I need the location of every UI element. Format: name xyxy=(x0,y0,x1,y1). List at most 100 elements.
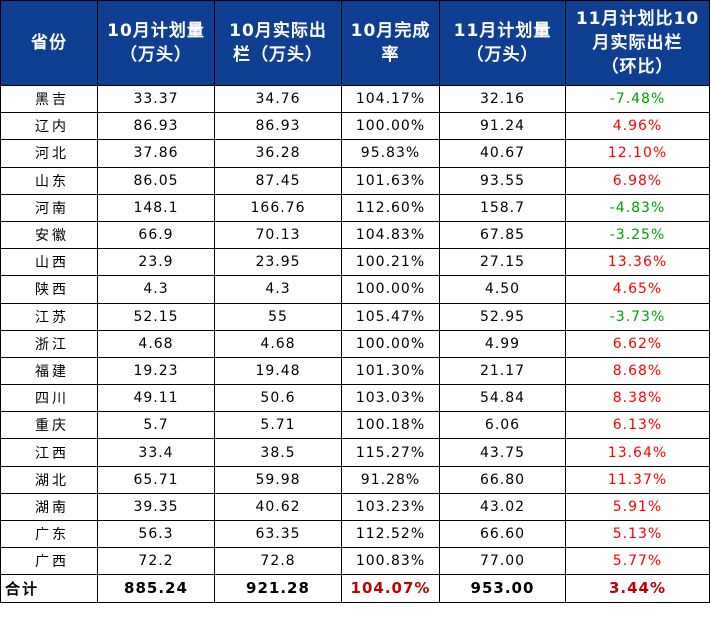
cell-oct-rate: 91.28% xyxy=(341,465,440,494)
cell-nov-plan: 52.95 xyxy=(439,302,566,331)
total-nov-plan: 953.00 xyxy=(439,574,566,603)
cell-nov-plan: 27.15 xyxy=(439,248,566,277)
cell-province: 广西 xyxy=(0,547,98,576)
cell-nov-plan: 43.02 xyxy=(439,492,566,522)
cell-oct-actual: 72.8 xyxy=(214,547,342,576)
header-oct-plan: 10月计划量 （万头） xyxy=(97,0,215,86)
cell-province: 江西 xyxy=(0,438,98,467)
table-row: 四川 49.11 50.6 103.03% 54.84 8.38% xyxy=(0,384,710,413)
cell-oct-plan: 23.9 xyxy=(97,248,215,277)
total-row: 合计 885.24 921.28 104.07% 953.00 3.44% xyxy=(0,574,710,603)
total-oct-plan: 885.24 xyxy=(97,574,215,603)
cell-oct-rate: 100.21% xyxy=(341,248,440,277)
cell-oct-actual: 70.13 xyxy=(214,220,342,250)
cell-oct-actual: 19.48 xyxy=(214,356,342,386)
table-row: 陕西 4.3 4.3 100.00% 4.50 4.65% xyxy=(0,275,710,304)
cell-oct-plan: 72.2 xyxy=(97,547,215,576)
cell-mom-change: 13.36% xyxy=(565,248,710,277)
cell-oct-actual: 5.71 xyxy=(214,411,342,440)
cell-province: 湖南 xyxy=(0,492,98,522)
cell-oct-actual: 59.98 xyxy=(214,465,342,494)
cell-mom-change: 13.64% xyxy=(565,438,710,467)
table-row: 浙江 4.68 4.68 100.00% 4.99 6.62% xyxy=(0,329,710,358)
total-oct-actual: 921.28 xyxy=(214,574,342,603)
cell-oct-rate: 104.17% xyxy=(341,84,440,114)
cell-oct-plan: 39.35 xyxy=(97,492,215,522)
cell-oct-actual: 34.76 xyxy=(214,84,342,114)
header-row: 省份 10月计划量 （万头） 10月实际出 栏（万头） 10月完成 率 11月计… xyxy=(0,0,710,86)
cell-oct-rate: 100.00% xyxy=(341,112,440,141)
header-nov-plan: 11月计划量 （万头） xyxy=(439,0,566,86)
cell-oct-plan: 4.3 xyxy=(97,275,215,304)
cell-nov-plan: 91.24 xyxy=(439,112,566,141)
pig-slaughter-plan-table: 省份 10月计划量 （万头） 10月实际出 栏（万头） 10月完成 率 11月计… xyxy=(0,0,710,603)
cell-oct-rate: 104.83% xyxy=(341,220,440,250)
cell-nov-plan: 4.50 xyxy=(439,275,566,304)
cell-oct-rate: 100.18% xyxy=(341,411,440,440)
cell-oct-rate: 101.30% xyxy=(341,356,440,386)
cell-nov-plan: 43.75 xyxy=(439,438,566,467)
table-row: 湖南 39.35 40.62 103.23% 43.02 5.91% xyxy=(0,492,710,522)
cell-nov-plan: 67.85 xyxy=(439,220,566,250)
header-oct-actual: 10月实际出 栏（万头） xyxy=(214,0,342,86)
header-province: 省份 xyxy=(0,0,98,86)
cell-oct-plan: 19.23 xyxy=(97,356,215,386)
cell-province: 山东 xyxy=(0,166,98,195)
cell-oct-rate: 105.47% xyxy=(341,302,440,331)
cell-nov-plan: 4.99 xyxy=(439,329,566,358)
cell-oct-actual: 86.93 xyxy=(214,112,342,141)
cell-oct-rate: 101.63% xyxy=(341,166,440,195)
cell-oct-rate: 95.83% xyxy=(341,139,440,168)
cell-mom-change: 6.62% xyxy=(565,329,710,358)
total-mom-change: 3.44% xyxy=(565,574,710,603)
cell-mom-change: 12.10% xyxy=(565,139,710,168)
cell-nov-plan: 66.60 xyxy=(439,519,566,549)
cell-oct-plan: 5.7 xyxy=(97,411,215,440)
cell-nov-plan: 32.16 xyxy=(439,84,566,114)
cell-province: 四川 xyxy=(0,384,98,413)
table-row: 山西 23.9 23.95 100.21% 27.15 13.36% xyxy=(0,248,710,277)
cell-province: 广东 xyxy=(0,519,98,549)
cell-province: 福建 xyxy=(0,356,98,386)
table-row: 广西 72.2 72.8 100.83% 77.00 5.77% xyxy=(0,547,710,576)
cell-oct-rate: 103.03% xyxy=(341,384,440,413)
table-row: 河北 37.86 36.28 95.83% 40.67 12.10% xyxy=(0,139,710,168)
cell-province: 山西 xyxy=(0,248,98,277)
cell-nov-plan: 54.84 xyxy=(439,384,566,413)
cell-nov-plan: 21.17 xyxy=(439,356,566,386)
cell-oct-plan: 49.11 xyxy=(97,384,215,413)
header-mom-change: 11月计划比10 月实际出栏 （环比） xyxy=(565,0,710,86)
total-oct-rate: 104.07% xyxy=(341,574,440,603)
cell-mom-change: 5.13% xyxy=(565,519,710,549)
cell-nov-plan: 93.55 xyxy=(439,166,566,195)
table-row: 山东 86.05 87.45 101.63% 93.55 6.98% xyxy=(0,166,710,195)
cell-oct-plan: 4.68 xyxy=(97,329,215,358)
cell-oct-actual: 63.35 xyxy=(214,519,342,549)
cell-nov-plan: 6.06 xyxy=(439,411,566,440)
cell-oct-plan: 52.15 xyxy=(97,302,215,331)
cell-oct-rate: 100.00% xyxy=(341,275,440,304)
cell-oct-plan: 148.1 xyxy=(97,193,215,222)
cell-province: 湖北 xyxy=(0,465,98,494)
cell-oct-actual: 23.95 xyxy=(214,248,342,277)
cell-province: 黑吉 xyxy=(0,84,98,114)
cell-oct-actual: 38.5 xyxy=(214,438,342,467)
cell-oct-actual: 4.68 xyxy=(214,329,342,358)
cell-mom-change: -7.48% xyxy=(565,84,710,114)
cell-oct-plan: 33.4 xyxy=(97,438,215,467)
cell-nov-plan: 77.00 xyxy=(439,547,566,576)
cell-mom-change: 4.96% xyxy=(565,112,710,141)
table-row: 黑吉 33.37 34.76 104.17% 32.16 -7.48% xyxy=(0,84,710,114)
cell-oct-actual: 36.28 xyxy=(214,139,342,168)
cell-oct-rate: 100.00% xyxy=(341,329,440,358)
cell-oct-rate: 112.60% xyxy=(341,193,440,222)
cell-mom-change: 6.13% xyxy=(565,411,710,440)
cell-province: 江苏 xyxy=(0,302,98,331)
table-row: 重庆 5.7 5.71 100.18% 6.06 6.13% xyxy=(0,411,710,440)
cell-province: 浙江 xyxy=(0,329,98,358)
total-label: 合计 xyxy=(0,574,98,603)
cell-oct-plan: 86.93 xyxy=(97,112,215,141)
cell-oct-plan: 86.05 xyxy=(97,166,215,195)
cell-oct-actual: 4.3 xyxy=(214,275,342,304)
cell-oct-plan: 66.9 xyxy=(97,220,215,250)
